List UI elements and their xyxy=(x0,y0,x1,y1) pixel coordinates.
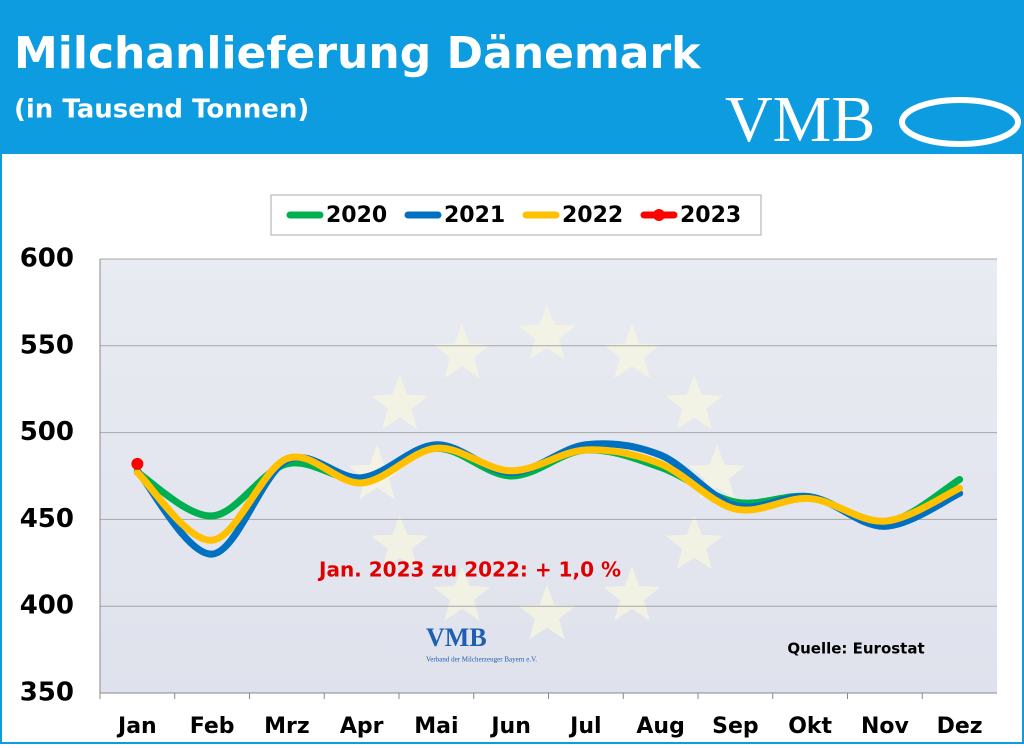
eu-star xyxy=(371,375,429,430)
legend-label: 2020 xyxy=(326,203,387,228)
x-tick-label: Jun xyxy=(489,714,531,739)
y-tick-label: 350 xyxy=(20,678,74,708)
eu-star xyxy=(518,585,576,640)
x-tick-label: Mrz xyxy=(264,714,310,739)
x-tick-label: Okt xyxy=(788,714,832,739)
x-tick-label: Sep xyxy=(712,714,759,739)
eu-star xyxy=(665,375,723,430)
subtitle: (in Tausend Tonnen) xyxy=(14,95,309,125)
eu-star xyxy=(688,445,746,500)
legend-marker xyxy=(653,209,665,221)
eu-star xyxy=(665,515,723,570)
x-tick-label: Aug xyxy=(636,714,684,739)
x-tick-label: Mai xyxy=(414,714,458,739)
logo-swirl xyxy=(899,97,1021,147)
y-tick-label: 400 xyxy=(20,591,74,621)
x-tick-label: Jan xyxy=(116,714,157,739)
y-tick-label: 550 xyxy=(20,330,74,360)
title: Milchanlieferung Dänemark xyxy=(14,28,702,79)
x-tick-label: Nov xyxy=(861,714,910,739)
eu-star xyxy=(433,323,491,379)
annotation: Jan. 2023 zu 2022: + 1,0 % xyxy=(317,558,621,582)
header-band xyxy=(0,0,1024,152)
x-tick-label: Dez xyxy=(937,714,983,739)
logo: VMB xyxy=(725,83,875,156)
legend-label: 2022 xyxy=(562,203,623,228)
eu-star xyxy=(518,305,576,360)
source: Quelle: Eurostat xyxy=(787,640,924,658)
legend-label: 2021 xyxy=(444,203,505,228)
x-tick-label: Feb xyxy=(190,714,235,739)
y-tick-label: 450 xyxy=(20,504,74,534)
series-line xyxy=(133,444,964,544)
inner-logo-caption: Verband der Milcherzeuger Bayern e.V. xyxy=(426,656,537,664)
series-point xyxy=(131,457,144,470)
eu-star xyxy=(433,566,491,621)
y-tick-label: 500 xyxy=(20,417,74,447)
legend-label: 2023 xyxy=(680,203,741,228)
legend-box xyxy=(270,194,762,236)
eu-star xyxy=(371,515,429,570)
eu-star xyxy=(603,566,661,621)
x-tick-label: Jul xyxy=(568,714,601,739)
x-tick-label: Apr xyxy=(340,714,384,739)
y-tick-label: 600 xyxy=(20,244,74,274)
eu-star xyxy=(603,323,661,379)
inner-logo: VMB xyxy=(426,623,487,652)
